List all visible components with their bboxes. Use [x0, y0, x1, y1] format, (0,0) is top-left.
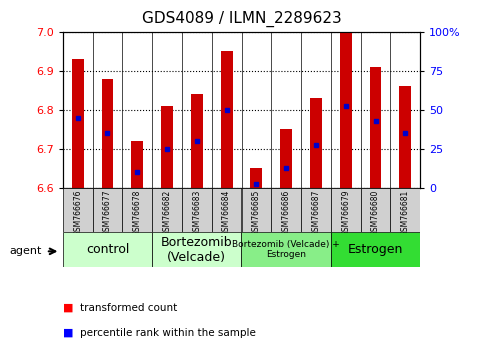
Bar — [399, 86, 412, 188]
Bar — [191, 94, 203, 188]
Text: GSM766680: GSM766680 — [371, 190, 380, 236]
Bar — [301, 188, 331, 232]
Bar — [152, 232, 242, 267]
Bar — [212, 188, 242, 232]
Bar — [242, 188, 271, 232]
Text: GSM766682: GSM766682 — [163, 190, 171, 236]
Bar — [369, 67, 382, 188]
Text: GSM766685: GSM766685 — [252, 190, 261, 236]
Bar — [72, 59, 84, 188]
Text: control: control — [86, 243, 129, 256]
Bar — [390, 188, 420, 232]
Text: GSM766686: GSM766686 — [282, 190, 291, 236]
Text: Bortezomib (Velcade) +
Estrogen: Bortezomib (Velcade) + Estrogen — [232, 240, 340, 259]
Text: GSM766687: GSM766687 — [312, 190, 320, 236]
Bar — [101, 79, 114, 188]
Bar — [122, 188, 152, 232]
Bar — [93, 188, 122, 232]
Text: percentile rank within the sample: percentile rank within the sample — [80, 328, 256, 338]
Bar — [161, 106, 173, 188]
Bar — [310, 98, 322, 188]
Bar — [280, 129, 292, 188]
Bar — [271, 188, 301, 232]
Text: ■: ■ — [63, 328, 73, 338]
Text: transformed count: transformed count — [80, 303, 177, 313]
Text: Estrogen: Estrogen — [348, 243, 403, 256]
Bar — [340, 32, 352, 188]
Text: Bortezomib
(Velcade): Bortezomib (Velcade) — [161, 235, 233, 264]
Bar — [63, 232, 152, 267]
Bar — [182, 188, 212, 232]
Bar — [331, 232, 420, 267]
Bar — [251, 168, 262, 188]
Text: GSM766678: GSM766678 — [133, 190, 142, 236]
Text: GSM766676: GSM766676 — [73, 190, 82, 236]
Text: GSM766677: GSM766677 — [103, 190, 112, 236]
Text: GDS4089 / ILMN_2289623: GDS4089 / ILMN_2289623 — [142, 11, 341, 27]
Bar — [63, 188, 93, 232]
Text: agent: agent — [10, 246, 42, 256]
Text: GSM766681: GSM766681 — [401, 190, 410, 236]
Bar — [331, 188, 361, 232]
Text: GSM766683: GSM766683 — [192, 190, 201, 236]
Bar — [152, 188, 182, 232]
Bar — [242, 232, 331, 267]
Bar — [221, 51, 233, 188]
Text: ■: ■ — [63, 303, 73, 313]
Bar — [131, 141, 143, 188]
Text: GSM766679: GSM766679 — [341, 190, 350, 236]
Text: GSM766684: GSM766684 — [222, 190, 231, 236]
Bar — [361, 188, 390, 232]
